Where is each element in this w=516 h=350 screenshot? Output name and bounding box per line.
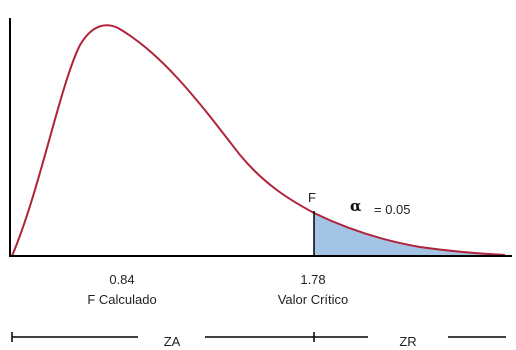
- f-calculado-label: F Calculado: [87, 292, 156, 307]
- f-calculado-value: 0.84: [109, 272, 134, 287]
- alpha-symbol: α: [350, 197, 362, 215]
- valor-critico-value: 1.78: [300, 272, 325, 287]
- zr-label: ZR: [399, 334, 416, 349]
- alpha-value: = 0.05: [374, 202, 411, 217]
- za-label: ZA: [164, 334, 181, 349]
- zone-bracket: [11, 332, 506, 342]
- f-density-curve: [11, 24, 506, 257]
- critical-f-label: F: [308, 190, 316, 205]
- valor-critico-label: Valor Crítico: [278, 292, 349, 307]
- rejection-region: [314, 213, 505, 256]
